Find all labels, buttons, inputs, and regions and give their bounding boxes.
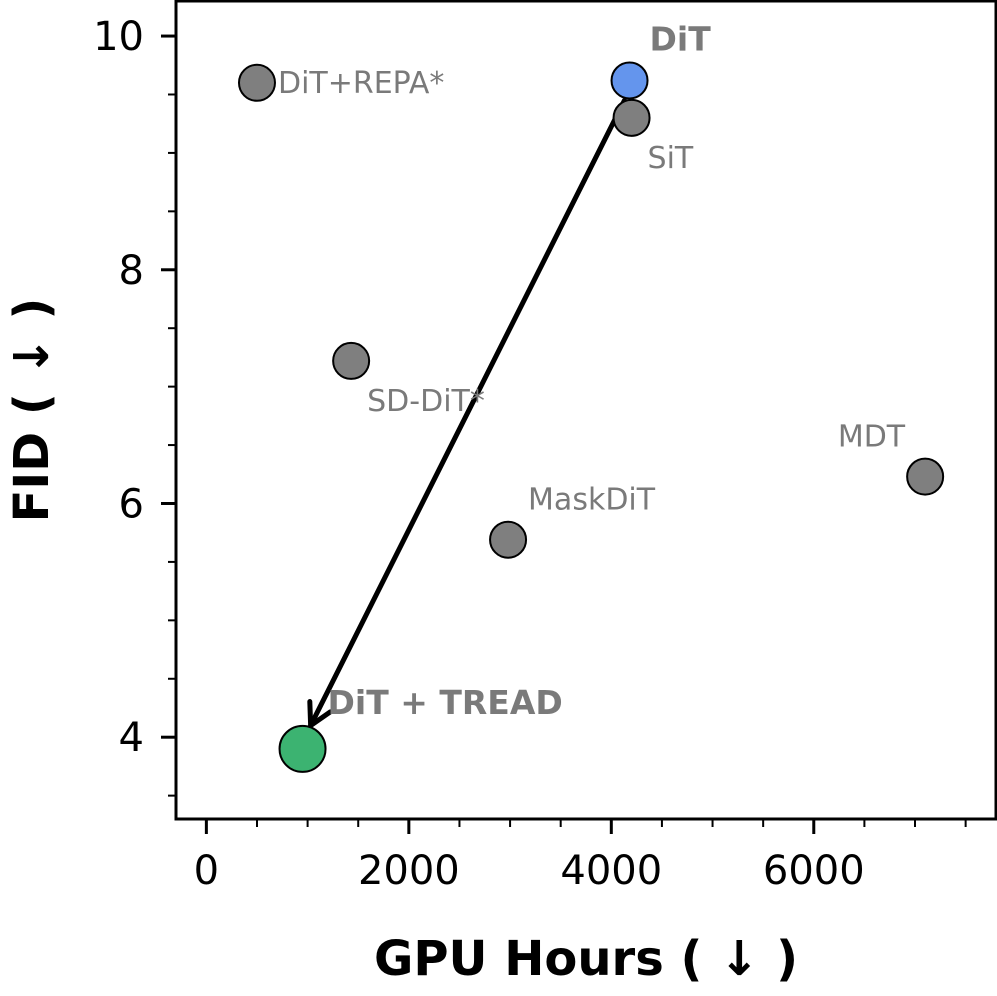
y-axis-title: FID ( ↓ ) (4, 298, 60, 523)
x-tick-label: 0 (194, 848, 219, 894)
data-point-label: DiT + TREAD (328, 683, 563, 722)
arrow-head (307, 699, 333, 729)
data-point (489, 520, 528, 559)
y-tick-label: 6 (119, 481, 144, 527)
data-point (332, 341, 371, 380)
x-tick-label: 2000 (358, 848, 460, 894)
data-point (610, 61, 649, 100)
x-tick-label: 6000 (763, 848, 865, 894)
arrow-line (308, 97, 627, 729)
data-point (612, 98, 651, 137)
data-point-label: MaskDiT (528, 483, 656, 518)
points-layer: DiT+REPA* DiT SiT SD-DiT* MaskDiT MDT DiT + TR… (237, 19, 945, 773)
data-point-label: SiT (648, 141, 694, 176)
data-point-label: MDT (838, 420, 906, 455)
y-tick-label: 8 (119, 248, 144, 294)
data-point (906, 457, 945, 496)
data-point (278, 724, 327, 773)
x-axis-title: GPU Hours ( ↓ ) (374, 931, 798, 987)
y-tick-label: 10 (93, 14, 144, 60)
data-point (237, 63, 276, 102)
data-point-label: DiT (650, 19, 712, 58)
plot-frame (174, 0, 997, 821)
ticks-layer: 0 2000 4000 6000 4 6 8 10 (93, 14, 967, 894)
arrow-layer (307, 97, 627, 729)
data-point-label: DiT+REPA* (278, 66, 444, 101)
x-tick-label: 4000 (560, 848, 662, 894)
y-tick-label: 4 (119, 715, 144, 761)
data-point-label: SD-DiT* (367, 384, 485, 419)
